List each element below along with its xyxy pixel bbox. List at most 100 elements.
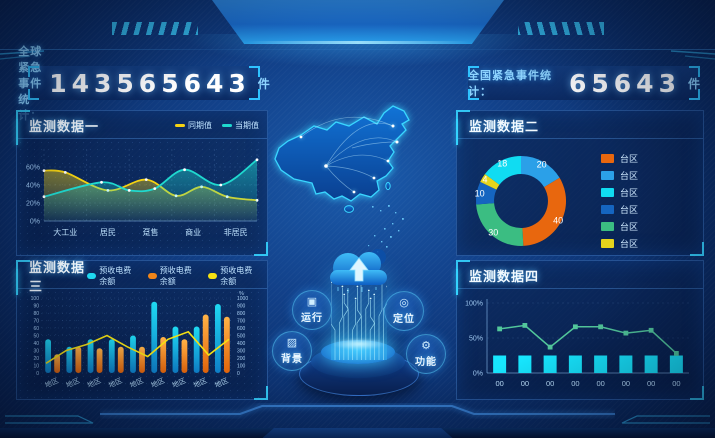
legend-swatch xyxy=(175,124,185,127)
upload-arrow-icon xyxy=(349,257,369,282)
legend-swatch xyxy=(601,188,614,197)
corner-accent xyxy=(690,386,704,400)
counter-value: 65643 xyxy=(569,68,681,98)
global-event-counter: 全球紧急事件统计： 143565643 件 xyxy=(18,46,270,122)
network-nodes xyxy=(299,124,399,194)
svg-text:00: 00 xyxy=(622,379,630,388)
header-divider xyxy=(0,49,715,50)
svg-text:40: 40 xyxy=(553,216,563,226)
trend-chart: 0% 50% 100% 00 00 00 00 00 00 00 00 xyxy=(465,299,689,388)
svg-text:0: 0 xyxy=(237,371,240,377)
panel-monitor-data-4: 监测数据四 0% 50% 100% 00 00 00 00 00 00 00 00 xyxy=(456,260,704,400)
badge-label: 运行 xyxy=(301,312,323,324)
legend-item[interactable]: 预收电费余额 xyxy=(87,265,138,287)
badge-label: 定位 xyxy=(393,313,415,325)
svg-text:地区: 地区 xyxy=(128,376,144,390)
legend-item[interactable]: 台区 xyxy=(601,186,638,199)
corner-accent xyxy=(16,110,30,124)
panel-monitor-data-3: 监测数据三 预收电费余额 预收电费余额 预收电费余额 0 0 10 100 20 200 3… xyxy=(16,260,268,400)
svg-text:900: 900 xyxy=(237,303,246,309)
bracket-icon xyxy=(689,89,700,100)
legend-swatch xyxy=(601,205,614,214)
panel-title: 监测数据三 xyxy=(29,259,86,294)
gear-icon: ⚙ xyxy=(421,339,431,352)
bracket-icon xyxy=(689,66,700,77)
legend-swatch xyxy=(222,124,232,127)
legend-item[interactable]: 台区 xyxy=(601,152,638,165)
legend-item[interactable]: 台区 xyxy=(601,220,638,233)
badge-function[interactable]: ⚙ 功能 xyxy=(406,334,446,374)
panel-title: 监测数据四 xyxy=(469,269,540,284)
svg-text:40%: 40% xyxy=(26,183,40,190)
donut-legend: 台区 台区 台区 台区 台区 台区 xyxy=(601,148,638,254)
svg-text:200: 200 xyxy=(237,356,246,362)
china-outline xyxy=(274,105,410,202)
svg-text:非居民: 非居民 xyxy=(224,227,248,237)
svg-text:20: 20 xyxy=(537,159,547,169)
svg-text:地区: 地区 xyxy=(149,376,165,390)
corner-accent xyxy=(254,386,268,400)
legend-item[interactable]: 预收电费余额 xyxy=(208,265,259,287)
legend-swatch xyxy=(208,272,218,279)
svg-text:商业: 商业 xyxy=(185,227,201,237)
svg-text:地区: 地区 xyxy=(65,376,81,390)
svg-text:00: 00 xyxy=(571,379,579,388)
svg-text:00: 00 xyxy=(521,379,529,388)
legend-item[interactable]: 台区 xyxy=(601,203,638,216)
badge-locate[interactable]: ◎ 定位 xyxy=(384,291,424,331)
badge-background[interactable]: ▨ 背景 xyxy=(272,331,312,371)
legend-label: 预收电费余额 xyxy=(159,265,192,286)
svg-text:70: 70 xyxy=(33,318,39,324)
badge-run[interactable]: ▣ 运行 xyxy=(292,290,332,330)
legend-swatch xyxy=(601,222,614,231)
svg-text:90: 90 xyxy=(33,303,39,309)
legend-label: 台区 xyxy=(620,188,639,198)
svg-text:60%: 60% xyxy=(26,165,40,172)
platform-glow xyxy=(331,338,387,350)
svg-text:30: 30 xyxy=(488,228,498,238)
legend-label: 同期值 xyxy=(188,121,212,130)
badge-label: 功能 xyxy=(415,356,437,368)
area-chart: 0% 20% 40% 60% 大工业 居民 趸售 商业 非居民 xyxy=(17,139,265,255)
legend-label: 台区 xyxy=(620,239,639,249)
header-banner xyxy=(212,0,504,44)
cloud-drips xyxy=(337,287,377,293)
legend-item[interactable]: 台区 xyxy=(601,237,638,250)
svg-text:100%: 100% xyxy=(465,301,483,308)
badge-label: 背景 xyxy=(281,353,303,365)
bracket-icon xyxy=(249,89,260,100)
panel-title: 监测数据二 xyxy=(469,119,540,134)
legend-label: 预收电费余额 xyxy=(99,265,132,286)
svg-text:18: 18 xyxy=(497,158,507,168)
svg-text:10: 10 xyxy=(475,188,485,198)
legend-item[interactable]: 预收电费余额 xyxy=(147,265,199,287)
svg-text:0: 0 xyxy=(36,371,39,377)
legend-item[interactable]: 台区 xyxy=(601,169,638,182)
legend-label: 台区 xyxy=(620,171,639,181)
svg-text:00: 00 xyxy=(495,379,503,388)
svg-text:700: 700 xyxy=(237,318,246,324)
bracket-icon xyxy=(28,66,39,77)
counter-value: 143565643 xyxy=(49,68,251,98)
corner-accent xyxy=(456,110,470,124)
footer-corner-right xyxy=(621,415,710,424)
svg-text:地区: 地区 xyxy=(171,376,187,390)
legend-item[interactable]: 当期值 xyxy=(222,120,259,131)
svg-text:20%: 20% xyxy=(26,201,40,208)
svg-text:60: 60 xyxy=(33,326,39,332)
chart1-legend: 同期值 当期值 xyxy=(175,120,259,131)
hainan-island xyxy=(344,205,354,213)
svg-text:地区: 地区 xyxy=(86,376,102,390)
chart3-legend: 预收电费余额 预收电费余额 预收电费余额 xyxy=(87,265,259,287)
svg-text:0%: 0% xyxy=(30,219,40,226)
corner-accent xyxy=(690,242,704,256)
legend-swatch xyxy=(147,272,157,279)
legend-label: 台区 xyxy=(620,154,639,164)
legend-item[interactable]: 同期值 xyxy=(175,120,212,131)
svg-text:1000: 1000 xyxy=(237,296,248,302)
svg-text:00: 00 xyxy=(546,379,554,388)
donut-chart: 20 40 30 10 4 18 xyxy=(475,155,567,246)
svg-text:居民: 居民 xyxy=(100,228,116,237)
bottom-bar xyxy=(0,428,715,438)
